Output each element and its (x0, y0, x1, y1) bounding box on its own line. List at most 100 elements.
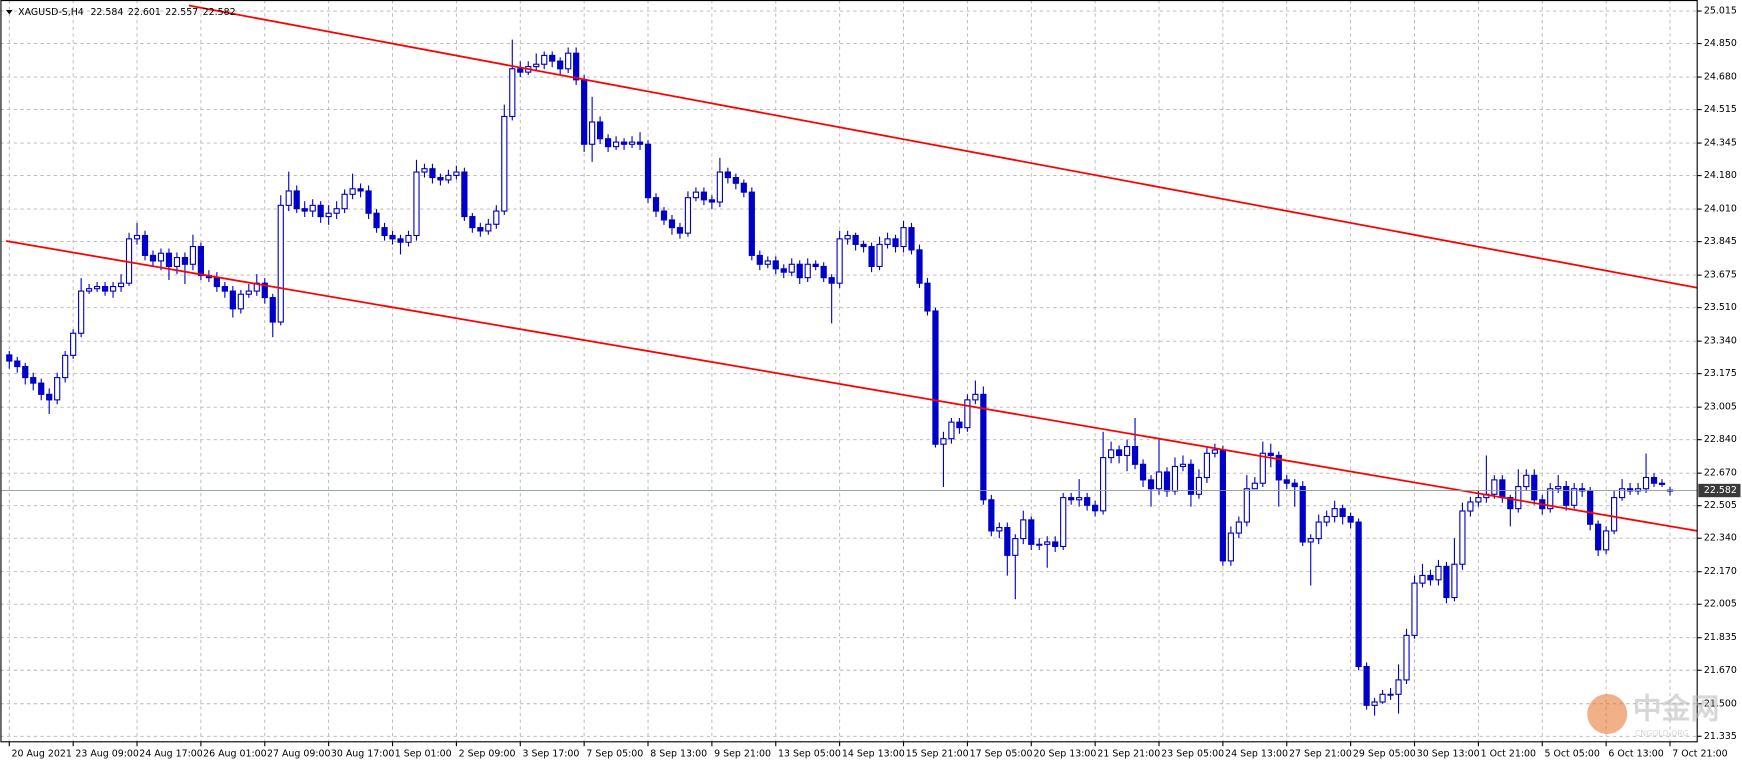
candle-body (812, 263, 819, 268)
candle-body (1283, 479, 1290, 484)
candle-body (1547, 488, 1554, 510)
candle-body (1267, 452, 1274, 456)
candle-body (1571, 488, 1578, 506)
candle-body (852, 234, 859, 245)
candle-body (1020, 519, 1027, 540)
candle-body (1475, 497, 1482, 503)
candle-body (597, 121, 604, 140)
candle-body (892, 238, 899, 248)
candle-body (780, 268, 787, 273)
x-tick-label: 26 Aug 01:00 (203, 749, 267, 760)
candle-body (445, 174, 452, 181)
candle-body (237, 293, 244, 310)
candle-body (54, 377, 61, 401)
candle-body (213, 277, 220, 288)
watermark-subtitle: CNGOLD.ORG (1635, 729, 1689, 738)
candle-body (612, 141, 620, 148)
candle-body (1658, 482, 1666, 485)
candle-body (181, 257, 189, 265)
candle-body (1411, 582, 1418, 636)
y-tick-label: 22.670 (1704, 468, 1737, 479)
candle-body (884, 238, 891, 245)
candle-body (349, 188, 356, 195)
candle-body (1371, 701, 1378, 706)
candle-body (485, 223, 492, 232)
candle-body (1555, 486, 1562, 490)
y-tick-label: 24.010 (1704, 204, 1737, 215)
candle-body (1603, 530, 1610, 551)
y-tick-label: 23.510 (1704, 302, 1737, 313)
candle-body (1523, 474, 1530, 488)
candle-body (1235, 521, 1242, 534)
candle-body (229, 290, 236, 310)
candle-body (149, 254, 157, 262)
candle-body (1139, 463, 1147, 481)
candle-body (1650, 476, 1658, 484)
y-tick-label: 22.505 (1704, 500, 1737, 511)
candle-body (828, 277, 835, 284)
candle-body (860, 243, 867, 248)
candle-body (924, 282, 931, 312)
candle-body (1179, 463, 1187, 468)
candle-body (1155, 471, 1163, 490)
candle-body (1275, 454, 1282, 481)
candle-body (940, 438, 947, 445)
candle-body (589, 121, 596, 145)
candle-body (900, 227, 907, 248)
x-tick-label: 15 Sep 21:00 (906, 749, 969, 760)
candle-body (1611, 497, 1618, 532)
candle-body (740, 182, 747, 193)
axes: 21.335 21.500 21.670 21.835 22.005 22.170 22.3… (8, 6, 1741, 760)
candle-body (1092, 504, 1099, 512)
y-tick-label: 24.345 (1704, 138, 1737, 149)
menu-icon[interactable] (5, 9, 13, 15)
candle-body (1171, 465, 1179, 492)
candle-body (1259, 452, 1266, 484)
y-tick-label: 23.675 (1704, 270, 1737, 281)
candle-body (221, 285, 228, 292)
plot-area (0, 4, 1698, 716)
y-tick-label: 24.515 (1704, 104, 1737, 115)
last-price-label: 22.582 (1704, 485, 1737, 496)
candle-body (101, 285, 109, 292)
candle-body (293, 190, 300, 210)
candle-body (389, 234, 396, 240)
candle-body (165, 252, 173, 268)
candle-body (14, 360, 21, 368)
candle-body (381, 227, 388, 237)
candle-body (1403, 634, 1410, 681)
candle-body (636, 141, 644, 145)
x-tick-label: 20 Aug 2021 (12, 749, 72, 760)
candle-body (453, 171, 460, 176)
candle-body (437, 177, 444, 181)
candle-body (708, 199, 716, 203)
candle-body (1291, 482, 1298, 488)
x-tick-label: 30 Sep 13:00 (1417, 749, 1480, 760)
candle-body (700, 191, 708, 201)
candle-body (365, 190, 372, 214)
x-tick-label: 29 Sep 05:00 (1353, 749, 1416, 760)
candle-body (1251, 482, 1258, 490)
candle-body (301, 208, 308, 212)
candle-body (932, 310, 939, 445)
candle-body (117, 282, 125, 288)
candle-body (341, 193, 348, 210)
candle-body (948, 421, 955, 440)
x-tick-label: 30 Aug 17:00 (331, 749, 395, 760)
candle-body (1052, 541, 1059, 548)
candle-body (533, 63, 540, 68)
candle-body (1459, 510, 1466, 565)
candle-body (1491, 479, 1498, 495)
candle-body (844, 234, 851, 240)
candle-body (549, 54, 556, 62)
candle-body (1068, 497, 1075, 501)
candle-body (22, 366, 29, 379)
candle-body (1163, 471, 1171, 492)
candle-body (644, 143, 652, 199)
candle-body (788, 263, 795, 273)
x-tick-label: 7 Sep 05:00 (586, 749, 643, 760)
x-tick-label: 1 Oct 21:00 (1481, 749, 1536, 760)
candle-body (269, 297, 276, 323)
candle-body (764, 260, 771, 265)
